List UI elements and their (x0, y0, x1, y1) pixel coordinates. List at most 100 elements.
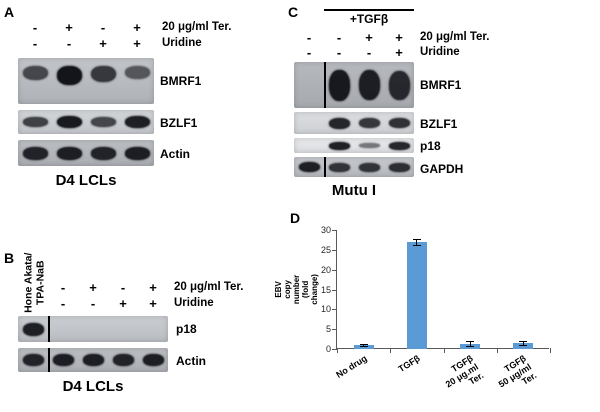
panel-b-caption: D4 LCLs (62, 378, 124, 395)
blot-label-p18: p18 (420, 139, 441, 153)
treatment-label-ter: 20 μg/ml Ter. (162, 21, 232, 33)
protein-band (328, 117, 350, 129)
blot-label-actin: Actin (176, 354, 206, 368)
tgfb-group-overline (324, 9, 414, 11)
sign: + (89, 280, 97, 295)
western-blot-bmrf1 (18, 58, 154, 104)
error-bar-cap (466, 346, 475, 348)
treatment-label-ter: 20 μg/ml Ter. (420, 31, 490, 43)
protein-band (22, 322, 44, 336)
lane-label-hone-akata-text: Hone Akata/ TPA-NaB (22, 252, 46, 314)
treatment-sign-row-ter: - + - + (48, 280, 168, 295)
protein-band (56, 116, 82, 128)
blot-label-actin: Actin (160, 147, 190, 161)
bar (406, 241, 427, 349)
y-tick (332, 230, 337, 231)
treatment-label-uridine: Uridine (174, 297, 214, 309)
x-tick (496, 348, 498, 353)
western-blot-p18 (18, 316, 168, 342)
y-tick (332, 309, 337, 311)
protein-band (82, 354, 104, 366)
sign: + (99, 36, 107, 51)
western-blot-actin (18, 140, 154, 166)
sign: + (65, 20, 73, 35)
protein-band (298, 162, 320, 172)
y-tick (332, 249, 337, 251)
protein-band (388, 70, 410, 100)
protein-band (56, 66, 82, 85)
blot-label-bmrf1: BMRF1 (160, 74, 202, 88)
y-tick-label: 15 (320, 284, 331, 295)
protein-band (124, 146, 150, 160)
sign: - (306, 45, 312, 60)
protein-band (22, 117, 48, 127)
y-tick (332, 269, 337, 271)
protein-band (22, 354, 44, 366)
lane-divider-line (324, 62, 326, 108)
sign: + (149, 280, 157, 295)
sign: + (395, 45, 403, 60)
sign: - (60, 280, 66, 295)
sign: + (133, 36, 141, 51)
panel-d-label: D (290, 210, 301, 226)
blot-label-gapdh: GAPDH (420, 162, 464, 176)
sign: - (66, 36, 72, 51)
plot-area: 0 5 10 15 20 25 30 No drug TGFβ TGFβ 20 μg.ml Ter… (321, 225, 551, 389)
sign: - (336, 30, 342, 45)
protein-band (358, 70, 380, 100)
western-blot-gapdh (294, 157, 414, 177)
y-tick (332, 289, 337, 291)
protein-band (388, 141, 410, 150)
y-tick-label: 0 (325, 344, 331, 354)
y-tick (332, 349, 337, 350)
y-tick (332, 329, 337, 331)
bar (353, 345, 374, 349)
y-axis-label: EBV copy number (fold change) (274, 230, 319, 348)
error-bar-cap (519, 345, 528, 347)
protein-band (328, 141, 350, 150)
x-tick-label: TGFβ (396, 353, 422, 375)
sign: + (395, 30, 403, 45)
x-tick (443, 348, 445, 353)
protein-band (56, 146, 82, 160)
y-tick-label: 10 (320, 304, 331, 315)
error-bar (416, 238, 418, 246)
protein-band (22, 146, 48, 160)
sign: - (306, 30, 312, 45)
protein-band (112, 354, 134, 366)
protein-band (142, 354, 164, 366)
sign: + (119, 296, 127, 311)
sign: - (120, 280, 126, 295)
treatment-sign-row-ter: - + - + (18, 20, 154, 35)
protein-band (328, 162, 350, 172)
treatment-label-ter: 20 μg/ml Ter. (174, 281, 244, 293)
protein-band (358, 162, 380, 172)
sign: + (149, 296, 157, 311)
panel-a-label: A (4, 4, 15, 20)
protein-band (22, 66, 48, 80)
x-tick (550, 348, 551, 353)
treatment-sign-row-ter: - - + + (294, 30, 414, 45)
error-bar-cap (359, 345, 368, 347)
treatment-label-uridine: Uridine (420, 46, 460, 58)
treatment-sign-row-uridine: - - - + (294, 45, 414, 60)
blot-label-p18: p18 (176, 322, 197, 336)
error-bar-cap (412, 245, 421, 247)
treatment-sign-row-uridine: - - + + (48, 296, 168, 311)
sign: - (336, 45, 342, 60)
treatment-label-uridine: Uridine (162, 37, 202, 49)
error-bar-cap (519, 341, 528, 343)
sign: - (100, 20, 106, 35)
protein-band (124, 66, 150, 79)
error-bar-cap (466, 341, 475, 343)
western-blot-actin (18, 348, 168, 372)
y-tick-label: 25 (320, 244, 331, 255)
x-tick-label: TGFβ 50 μg/ml Ter. (497, 353, 539, 390)
western-blot-bzlf1 (18, 110, 154, 134)
protein-band (90, 66, 116, 82)
tgfb-group-label: +TGFβ (349, 12, 389, 26)
panel-b-label: B (4, 250, 15, 266)
western-blot-bmrf1 (294, 62, 414, 108)
y-tick-label: 5 (325, 324, 331, 335)
panel-a: A - + - + 20 μg/ml Ter. - - + + Uridine … (4, 4, 284, 208)
